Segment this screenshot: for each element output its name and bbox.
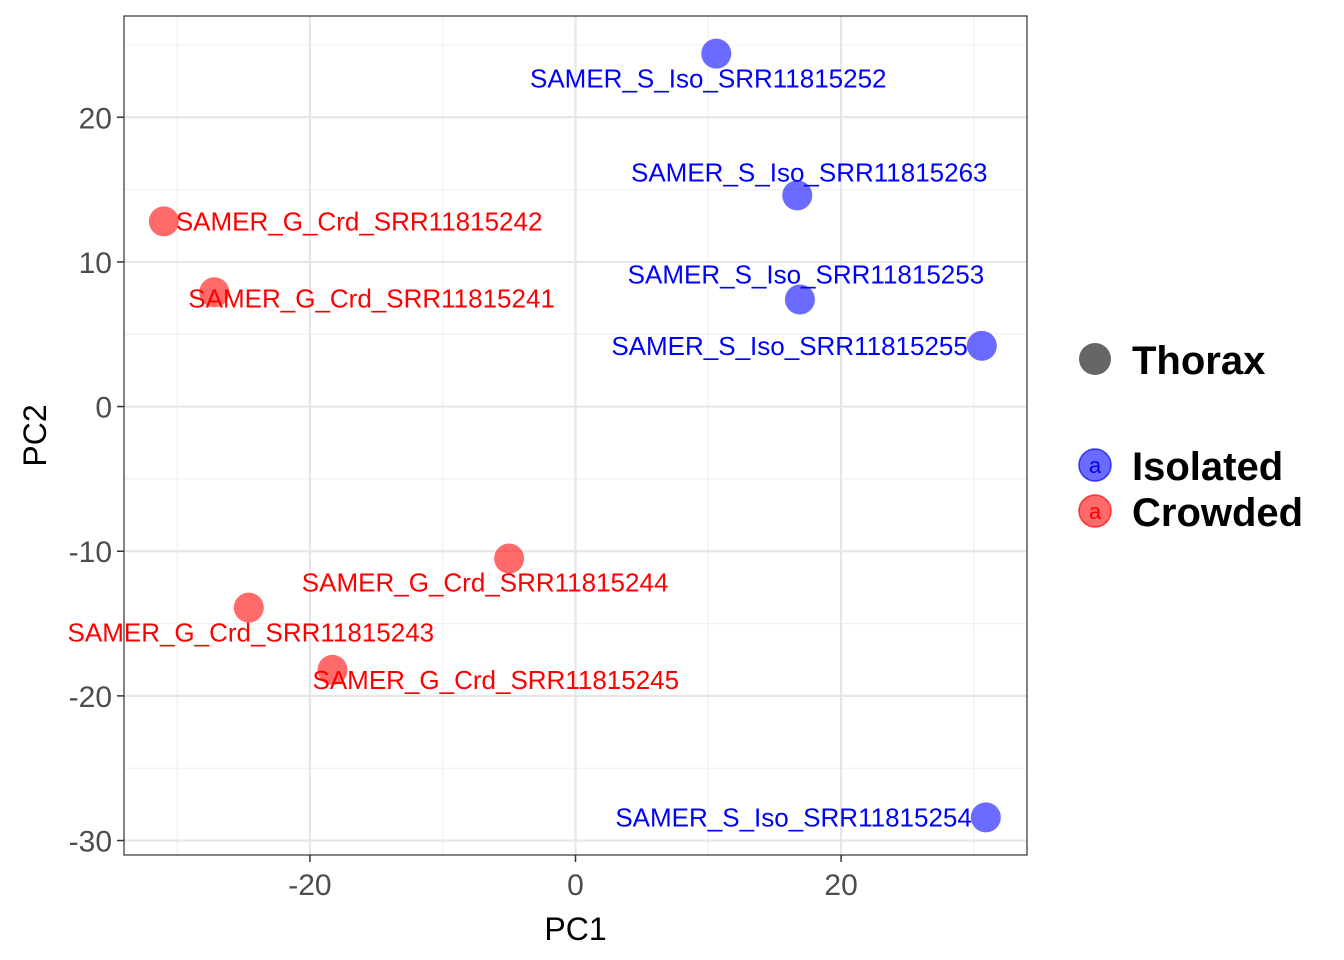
scatter-point: [317, 654, 348, 685]
x-axis-title: PC1: [544, 911, 606, 947]
point-label: SAMER_S_Iso_SRR11815263: [631, 157, 988, 187]
scatter-point: [199, 277, 230, 308]
y-tick-label: -20: [69, 681, 112, 714]
legend-label-isolated: Isolated: [1132, 445, 1283, 489]
legend-shape-key: [1079, 343, 1111, 375]
legend-key-letter: a: [1089, 453, 1102, 478]
scatter-point: [784, 284, 815, 315]
scatter-point: [782, 180, 813, 211]
legend: Thorax a Isolated a Crowded: [1078, 339, 1303, 535]
legend-shape-title: Thorax: [1132, 339, 1265, 383]
point-label: SAMER_G_Crd_SRR11815241: [188, 283, 555, 313]
y-tick-label: -30: [69, 826, 112, 859]
y-tick-label: -10: [69, 536, 112, 569]
scatter-point: [494, 543, 525, 574]
x-tick-label: 20: [824, 869, 857, 902]
y-tick-label: 0: [95, 392, 112, 425]
point-labels: SAMER_S_Iso_SRR11815252 SAMER_S_Iso_SRR11…: [68, 64, 988, 833]
y-tick-label: 10: [79, 247, 112, 280]
y-tick-label: 20: [79, 102, 112, 135]
x-tick-label: 0: [567, 869, 584, 902]
point-label: SAMER_S_Iso_SRR11815252: [530, 64, 887, 94]
scatter-point: [701, 38, 732, 69]
point-label: SAMER_G_Crd_SRR11815245: [312, 665, 679, 695]
y-axis-title: PC2: [17, 404, 53, 466]
scatter-point: [233, 592, 264, 623]
legend-key-isolated: [1078, 448, 1112, 482]
legend-label-crowded: Crowded: [1132, 491, 1303, 535]
legend-color-entries: a Isolated a Crowded: [1078, 445, 1303, 535]
data-points: [148, 38, 1001, 833]
point-label: SAMER_G_Crd_SRR11815242: [176, 206, 543, 236]
scatter-point: [970, 802, 1001, 833]
scatter-point: [148, 206, 179, 237]
legend-key-crowded: [1078, 494, 1112, 528]
scatter-point: [966, 330, 997, 361]
point-label: SAMER_S_Iso_SRR11815254: [615, 802, 972, 832]
point-label: SAMER_S_Iso_SRR11815255: [611, 331, 968, 361]
point-label: SAMER_G_Crd_SRR11815243: [68, 618, 435, 648]
x-tick-label: -20: [288, 869, 331, 902]
legend-key-letter: a: [1089, 499, 1102, 524]
axis-ticks: -20 0 20 -30 -20 -10 0 10 20: [69, 102, 858, 902]
point-label: SAMER_S_Iso_SRR11815253: [628, 260, 985, 290]
point-label: SAMER_G_Crd_SRR11815244: [302, 567, 669, 597]
grid-lines: [124, 16, 1027, 855]
